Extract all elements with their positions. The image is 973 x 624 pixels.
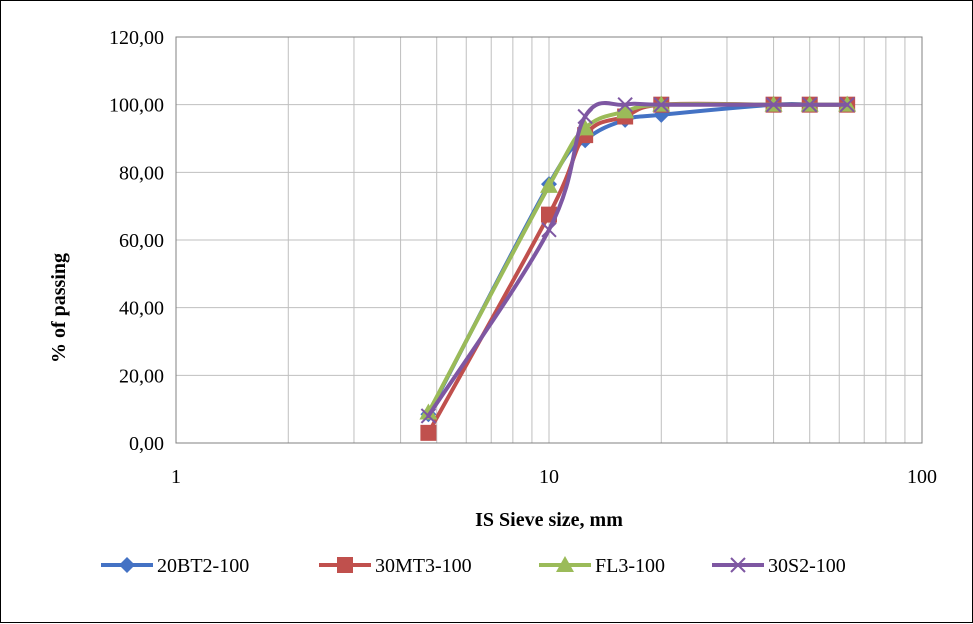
marker-stroke xyxy=(839,96,855,113)
x-axis-title: IS Sieve size, mm xyxy=(475,509,623,531)
legend-item: 20BT2-100 xyxy=(101,555,249,577)
series-30S2-100 xyxy=(420,96,855,424)
legend-label: 20BT2-100 xyxy=(157,555,249,577)
y-tick-label: 100,00 xyxy=(109,95,164,117)
series-20BT2-100 xyxy=(420,96,856,423)
x-tick-label: 100 xyxy=(907,466,937,488)
y-tick-label: 120,00 xyxy=(109,27,164,49)
y-tick-label: 0,00 xyxy=(129,433,164,455)
marker-stroke xyxy=(730,557,746,573)
data-point xyxy=(420,424,437,441)
data-point xyxy=(420,408,437,424)
series-FL3-100 xyxy=(419,95,857,420)
legend-item: 30S2-100 xyxy=(712,555,846,577)
y-tick-label: 60,00 xyxy=(119,230,164,252)
legend-label: 30S2-100 xyxy=(768,555,846,577)
y-tick-label: 40,00 xyxy=(119,298,164,320)
series-30MT3-100 xyxy=(420,96,856,441)
plot-area-frame xyxy=(175,36,923,444)
data-point xyxy=(839,96,855,113)
data-point xyxy=(540,176,558,193)
data-point xyxy=(765,96,782,113)
data-point xyxy=(577,108,593,125)
legend-label: FL3-100 xyxy=(595,555,665,577)
legend-marker xyxy=(556,556,574,572)
data-point xyxy=(419,403,438,420)
legend-item: FL3-100 xyxy=(539,555,665,577)
y-axis-title: % of passing xyxy=(48,253,70,363)
legend-marker xyxy=(337,557,353,573)
y-tick-label: 80,00 xyxy=(119,162,164,184)
data-point xyxy=(541,222,557,238)
legend-marker xyxy=(119,557,135,573)
data-point xyxy=(802,96,818,113)
legend: 20BT2-100 30MT3-100 FL3-100 30S2-100 xyxy=(101,555,846,577)
marker-stroke xyxy=(653,96,669,113)
marker-stroke xyxy=(765,96,782,113)
marker-stroke xyxy=(577,108,593,125)
x-tick-label: 10 xyxy=(539,466,559,488)
x-tick-label: 1 xyxy=(171,466,181,488)
marker-stroke xyxy=(802,96,818,113)
marker-stroke xyxy=(420,408,437,424)
data-point xyxy=(617,96,633,113)
tick-layer: 0,00 20,00 40,00 60,00 80,00 100,00 120,00 1 10 1… xyxy=(109,27,937,488)
y-tick-label: 20,00 xyxy=(119,365,164,387)
legend-label: 30MT3-100 xyxy=(375,555,472,577)
legend-marker xyxy=(730,557,746,573)
marker-stroke xyxy=(541,222,557,238)
legend-item: 30MT3-100 xyxy=(319,555,472,577)
data-point xyxy=(616,102,635,119)
data-point xyxy=(653,96,669,113)
series-layer xyxy=(419,95,857,441)
marker-stroke xyxy=(617,96,633,113)
